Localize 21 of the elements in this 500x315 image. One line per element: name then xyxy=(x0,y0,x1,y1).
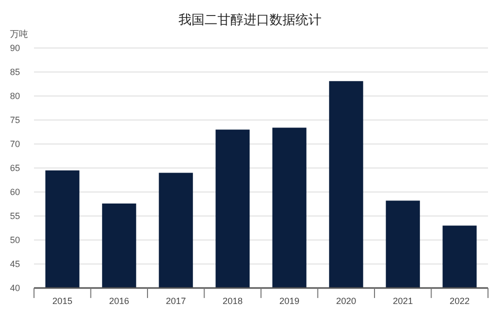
ytick: 70 xyxy=(10,139,20,149)
ytick: 50 xyxy=(10,235,20,245)
xtick: 2015 xyxy=(52,296,72,306)
ytick: 45 xyxy=(10,259,20,269)
xtick: 2021 xyxy=(392,296,413,306)
ytick: 80 xyxy=(10,91,20,101)
ytick: 75 xyxy=(10,115,20,125)
xtick: 2016 xyxy=(109,296,130,306)
ytick: 40 xyxy=(10,283,20,293)
ytick: 55 xyxy=(10,211,20,221)
ytick: 90 xyxy=(10,43,20,53)
xtick: 2020 xyxy=(336,296,356,306)
ytick: 85 xyxy=(10,67,20,77)
ylabel: 万吨 xyxy=(10,29,28,39)
xtick: 2018 xyxy=(222,296,243,306)
xtick: 2017 xyxy=(166,296,186,306)
title: 我国二甘醇进口数据统计 xyxy=(178,12,322,27)
ytick: 65 xyxy=(10,163,20,173)
xtick: 2022 xyxy=(450,296,470,306)
xtick: 2019 xyxy=(279,296,300,306)
ytick: 60 xyxy=(10,187,20,197)
